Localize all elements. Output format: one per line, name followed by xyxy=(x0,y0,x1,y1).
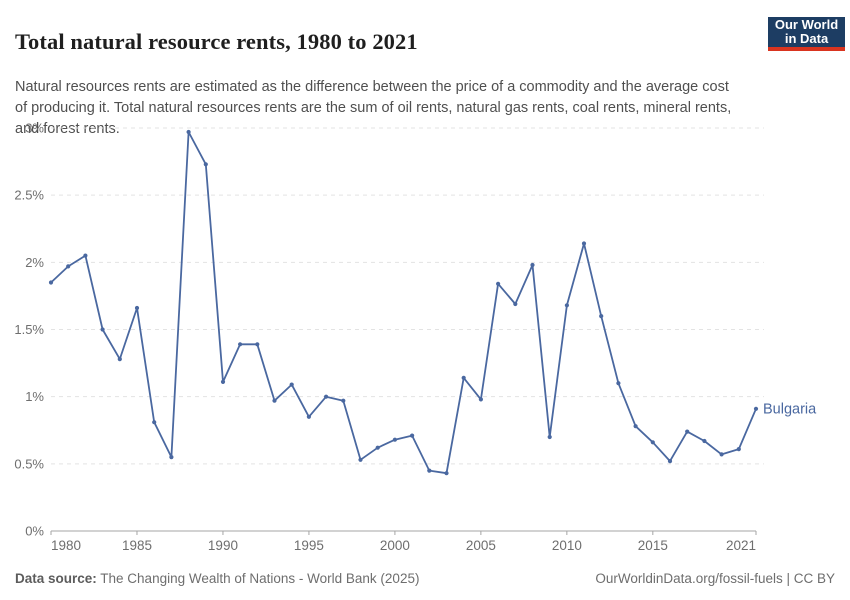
y-axis-tick-label: 2.5% xyxy=(14,188,44,203)
page-title: Total natural resource rents, 1980 to 20… xyxy=(15,29,418,55)
data-point[interactable] xyxy=(736,447,741,452)
data-point[interactable] xyxy=(444,471,449,476)
data-point[interactable] xyxy=(496,281,501,286)
data-point[interactable] xyxy=(238,342,243,347)
data-point[interactable] xyxy=(169,455,174,460)
data-point[interactable] xyxy=(530,262,535,268)
data-source-note: Data source: The Changing Wealth of Nati… xyxy=(15,571,419,586)
data-point[interactable] xyxy=(306,414,311,419)
owid-logo-text-line2: in Data xyxy=(784,31,829,46)
data-point[interactable] xyxy=(599,314,604,319)
owid-logo[interactable]: Our World in Data xyxy=(768,17,845,51)
data-point[interactable] xyxy=(753,406,759,411)
data-point[interactable] xyxy=(564,303,570,308)
data-point[interactable] xyxy=(358,457,363,462)
data-point[interactable] xyxy=(581,241,587,246)
data-point[interactable] xyxy=(272,398,277,403)
line-series-bulgaria[interactable] xyxy=(50,131,757,475)
owid-license-link[interactable]: OurWorldinData.org/fossil-fuels | CC BY xyxy=(595,570,835,586)
chart-subtitle: Natural resources rents are estimated as… xyxy=(15,78,732,138)
data-point[interactable] xyxy=(134,305,140,311)
x-axis-tick-label: 1995 xyxy=(294,538,324,553)
data-point[interactable] xyxy=(289,382,294,387)
data-point[interactable] xyxy=(667,459,673,464)
x-axis-tick-label: 2015 xyxy=(638,538,668,553)
y-axis-tick-label: 3% xyxy=(25,121,44,136)
data-point[interactable] xyxy=(83,253,88,258)
data-point[interactable] xyxy=(100,327,105,332)
x-axis-tick-label: 2000 xyxy=(380,538,410,553)
x-axis-tick-label: 2010 xyxy=(552,538,582,553)
x-axis-tick-label: 2005 xyxy=(466,538,496,553)
data-point[interactable] xyxy=(324,394,329,399)
y-axis-tick-label: 0.5% xyxy=(14,456,44,471)
data-point[interactable] xyxy=(152,420,157,425)
data-point[interactable] xyxy=(117,357,122,362)
data-point[interactable] xyxy=(513,301,518,307)
x-axis-tick-label: 1990 xyxy=(208,538,238,553)
data-point[interactable] xyxy=(220,379,226,384)
x-axis-tick-label: 1985 xyxy=(122,538,152,553)
data-point[interactable] xyxy=(392,437,397,442)
data-point[interactable] xyxy=(203,162,208,167)
data-point[interactable] xyxy=(461,375,466,380)
x-axis-tick-label: 1980 xyxy=(51,538,81,553)
series-end-label[interactable]: Bulgaria xyxy=(763,401,817,417)
line-chart[interactable]: 0% 0.5% 1% 1.5% 2% 2.5% 3% 1980 1985 1990 1995 2000… xyxy=(0,112,850,566)
data-point[interactable] xyxy=(186,129,191,135)
data-point[interactable] xyxy=(616,381,621,386)
data-point[interactable] xyxy=(410,433,415,438)
data-point[interactable] xyxy=(547,434,552,440)
x-axis-tick-label: 2021 xyxy=(726,538,756,553)
data-point[interactable] xyxy=(66,264,71,269)
y-axis-tick-label: 2% xyxy=(25,255,44,270)
data-point[interactable] xyxy=(375,445,380,450)
data-point[interactable] xyxy=(255,342,260,347)
y-axis-tick-label: 1.5% xyxy=(14,322,44,337)
data-point[interactable] xyxy=(719,452,724,457)
chart-footer: Data source: The Changing Wealth of Nati… xyxy=(15,566,835,590)
data-source-label: Data source: xyxy=(15,570,97,586)
data-point[interactable] xyxy=(427,468,432,473)
owid-logo-text-line1: Our World xyxy=(774,17,839,32)
data-point[interactable] xyxy=(478,397,483,402)
data-point[interactable] xyxy=(633,424,638,429)
data-point[interactable] xyxy=(341,398,346,403)
data-point[interactable] xyxy=(685,429,690,434)
y-axis-tick-label: 0% xyxy=(25,524,44,539)
data-point[interactable] xyxy=(702,438,707,444)
data-source-text: The Changing Wealth of Nations - World B… xyxy=(96,570,420,586)
y-axis-tick-label: 1% xyxy=(25,389,44,404)
data-point[interactable] xyxy=(650,440,655,445)
data-point[interactable] xyxy=(48,280,54,285)
